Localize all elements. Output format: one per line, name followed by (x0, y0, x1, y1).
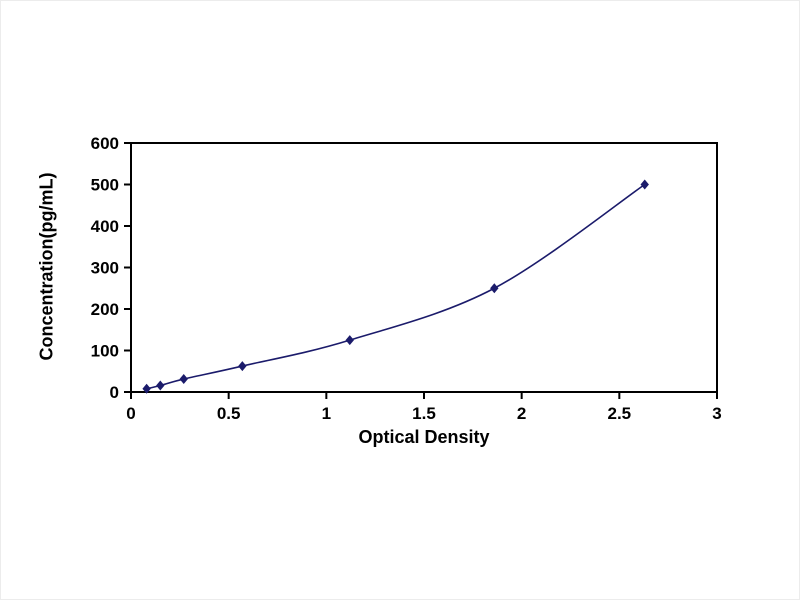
data-point-marker (238, 361, 247, 372)
y-tick-label: 0 (110, 383, 119, 402)
data-point-marker (142, 383, 151, 394)
x-tick-label: 2 (517, 404, 526, 423)
y-tick-label: 400 (91, 217, 119, 236)
x-tick-label: 1 (322, 404, 331, 423)
x-axis-title: Optical Density (358, 427, 490, 447)
y-tick-label: 300 (91, 259, 119, 278)
y-tick-label: 500 (91, 176, 119, 195)
x-tick-label: 0.5 (217, 404, 241, 423)
x-tick-label: 2.5 (608, 404, 632, 423)
x-tick-label: 3 (712, 404, 721, 423)
y-axis-title: Concentration(pg/mL) (36, 172, 57, 361)
data-point-marker (156, 380, 165, 391)
x-tick-label: 0 (126, 404, 135, 423)
data-point-marker (640, 179, 649, 190)
data-point-marker (345, 335, 354, 346)
data-point-marker (179, 374, 188, 385)
x-tick-label: 1.5 (412, 404, 436, 423)
y-tick-label: 200 (91, 300, 119, 319)
y-tick-label: 100 (91, 342, 119, 361)
y-tick-label: 600 (91, 134, 119, 153)
data-point-marker (490, 283, 499, 294)
plot-frame (130, 142, 718, 393)
